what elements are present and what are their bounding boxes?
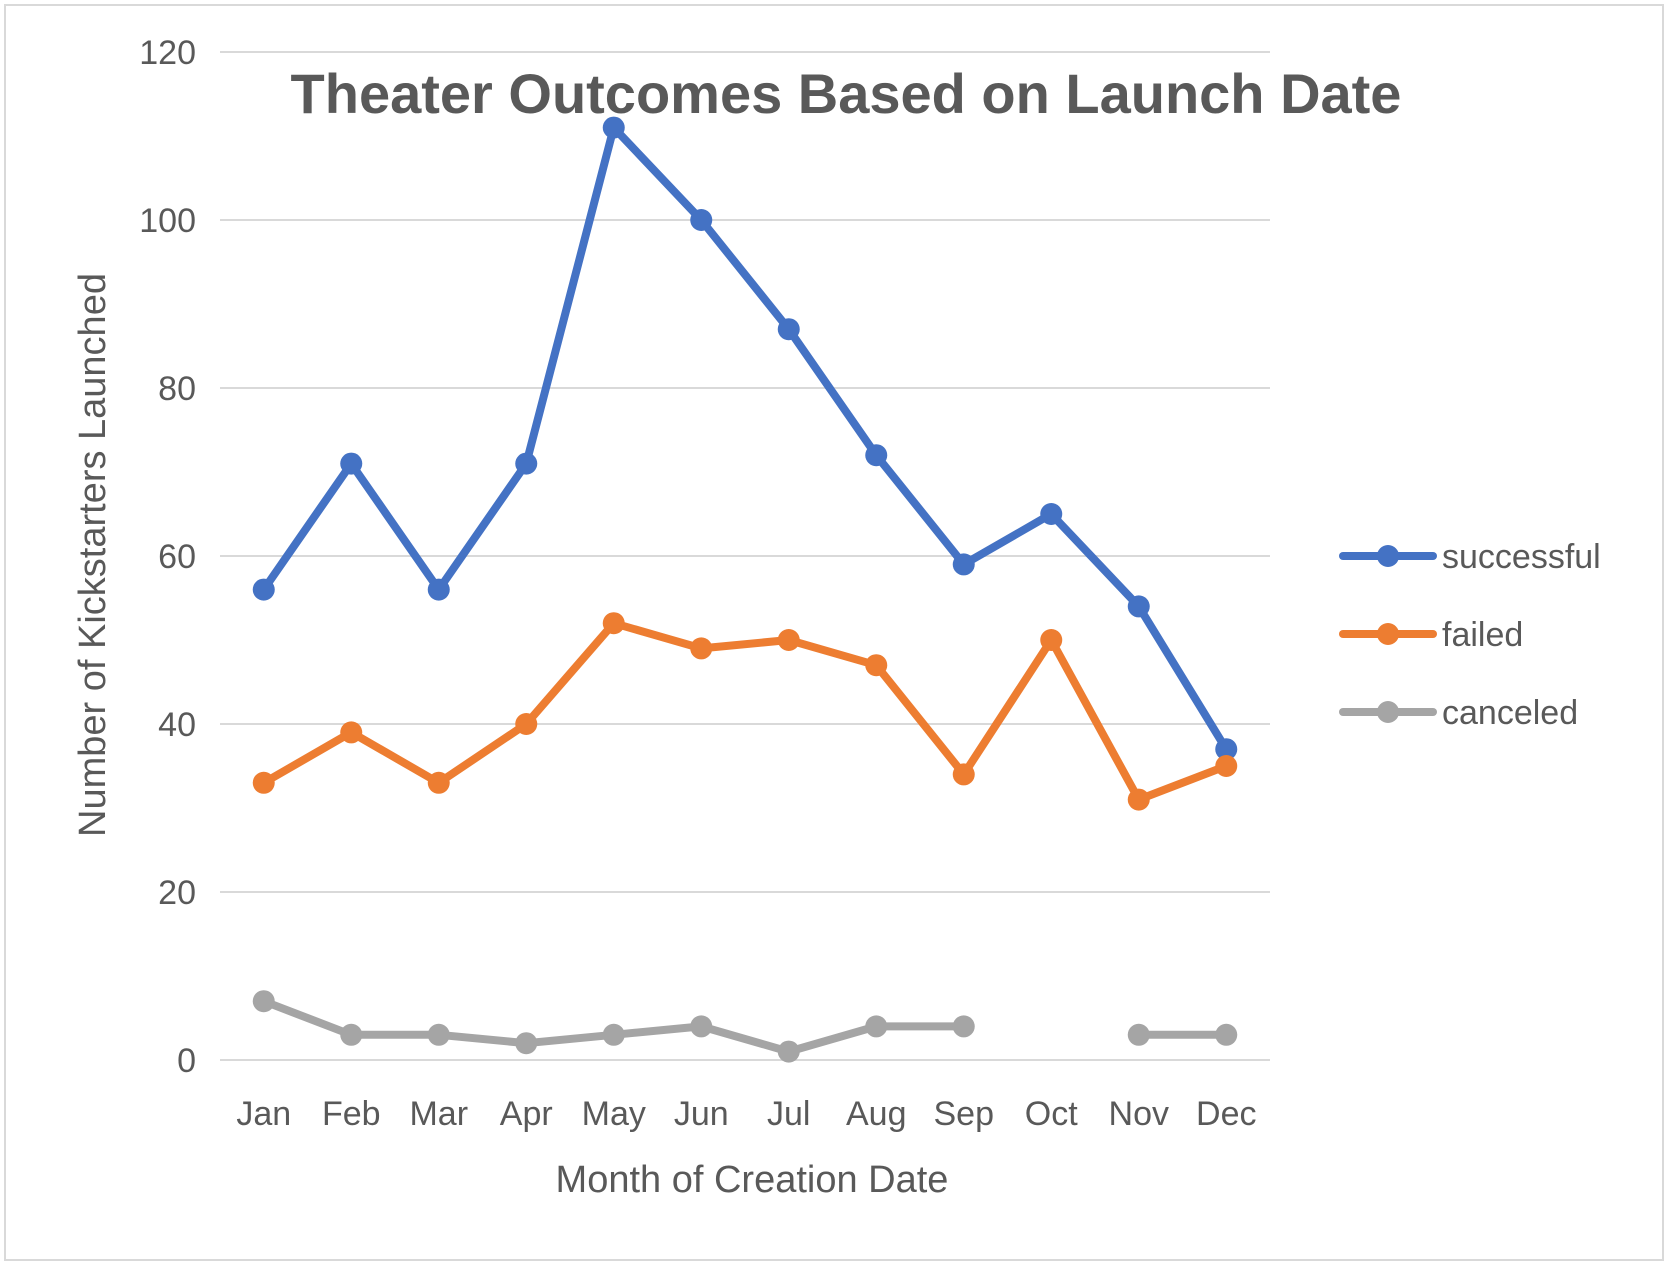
data-point-failed <box>1127 788 1150 811</box>
legend-label: successful <box>1442 538 1601 576</box>
data-point-successful <box>777 318 800 341</box>
series-successful <box>252 116 1238 761</box>
data-point-failed <box>865 654 888 677</box>
y-axis-title: Number of Kickstarters Launched <box>72 273 114 837</box>
data-point-failed <box>602 612 625 635</box>
y-tick-label: 20 <box>158 874 196 912</box>
y-tick-label: 60 <box>158 538 196 576</box>
y-tick-label: 100 <box>139 202 196 240</box>
series-line-failed <box>259 619 1231 804</box>
x-tick-label: Nov <box>1109 1095 1169 1133</box>
data-point-failed <box>1215 755 1238 777</box>
data-point-successful <box>1215 738 1238 761</box>
y-tick-label: 40 <box>158 706 196 744</box>
x-tick-label: Feb <box>322 1095 381 1133</box>
legend-item-failed: failed <box>1339 616 1523 654</box>
data-point-successful <box>690 209 713 231</box>
data-point-canceled <box>777 1040 800 1063</box>
x-tick-label: Mar <box>409 1095 468 1133</box>
data-point-failed <box>252 771 275 794</box>
legend-item-canceled: canceled <box>1339 694 1578 732</box>
legend-label: failed <box>1442 616 1523 654</box>
series-line-successful <box>259 123 1231 754</box>
x-tick-label: Jul <box>767 1095 810 1133</box>
legend-swatch-marker <box>1377 623 1399 645</box>
data-point-canceled <box>1215 1023 1238 1046</box>
data-point-successful <box>515 452 538 475</box>
legend-label: canceled <box>1442 694 1578 732</box>
x-tick-label: Apr <box>500 1095 553 1133</box>
data-point-successful <box>1040 503 1063 525</box>
legend-swatch-marker <box>1377 701 1399 723</box>
data-point-successful <box>602 116 625 139</box>
data-point-canceled <box>427 1023 450 1046</box>
data-point-failed <box>690 637 713 660</box>
y-tick-label: 120 <box>139 34 196 72</box>
chart-title: Theater Outcomes Based on Launch Date <box>291 62 1402 125</box>
x-tick-label: Aug <box>846 1095 907 1133</box>
data-point-failed <box>340 721 363 744</box>
data-point-canceled <box>865 1015 888 1038</box>
x-tick-label: May <box>582 1095 646 1133</box>
data-point-failed <box>515 713 538 735</box>
data-point-failed <box>427 771 450 794</box>
data-point-canceled <box>515 1032 538 1055</box>
data-point-successful <box>865 444 888 467</box>
data-point-canceled <box>340 1023 363 1046</box>
series-canceled <box>252 990 1238 1063</box>
legend-swatch-marker <box>1377 545 1399 567</box>
data-point-canceled <box>690 1015 713 1038</box>
legend-item-successful: successful <box>1339 538 1601 576</box>
y-tick-label: 0 <box>177 1042 196 1080</box>
data-point-successful <box>952 553 975 576</box>
series-failed <box>252 612 1238 811</box>
legend: successful failed canceled <box>1339 538 1601 732</box>
data-point-successful <box>340 452 363 475</box>
x-tick-label: Jun <box>674 1095 729 1133</box>
x-tick-label: Jan <box>236 1095 291 1133</box>
x-tick-label: Sep <box>934 1095 995 1133</box>
data-point-canceled <box>252 990 275 1013</box>
data-point-failed <box>952 763 975 786</box>
y-tick-label: 80 <box>158 370 196 408</box>
data-point-failed <box>1040 629 1063 651</box>
x-axis-title: Month of Creation Date <box>556 1159 949 1201</box>
data-point-successful <box>427 578 450 601</box>
data-point-canceled <box>1127 1023 1150 1046</box>
data-point-canceled <box>952 1015 975 1038</box>
data-point-failed <box>777 629 800 651</box>
data-point-successful <box>252 578 275 601</box>
data-point-successful <box>1127 595 1150 618</box>
data-point-canceled <box>602 1023 625 1046</box>
x-tick-label: Dec <box>1196 1095 1256 1133</box>
x-tick-label: Oct <box>1025 1095 1078 1133</box>
